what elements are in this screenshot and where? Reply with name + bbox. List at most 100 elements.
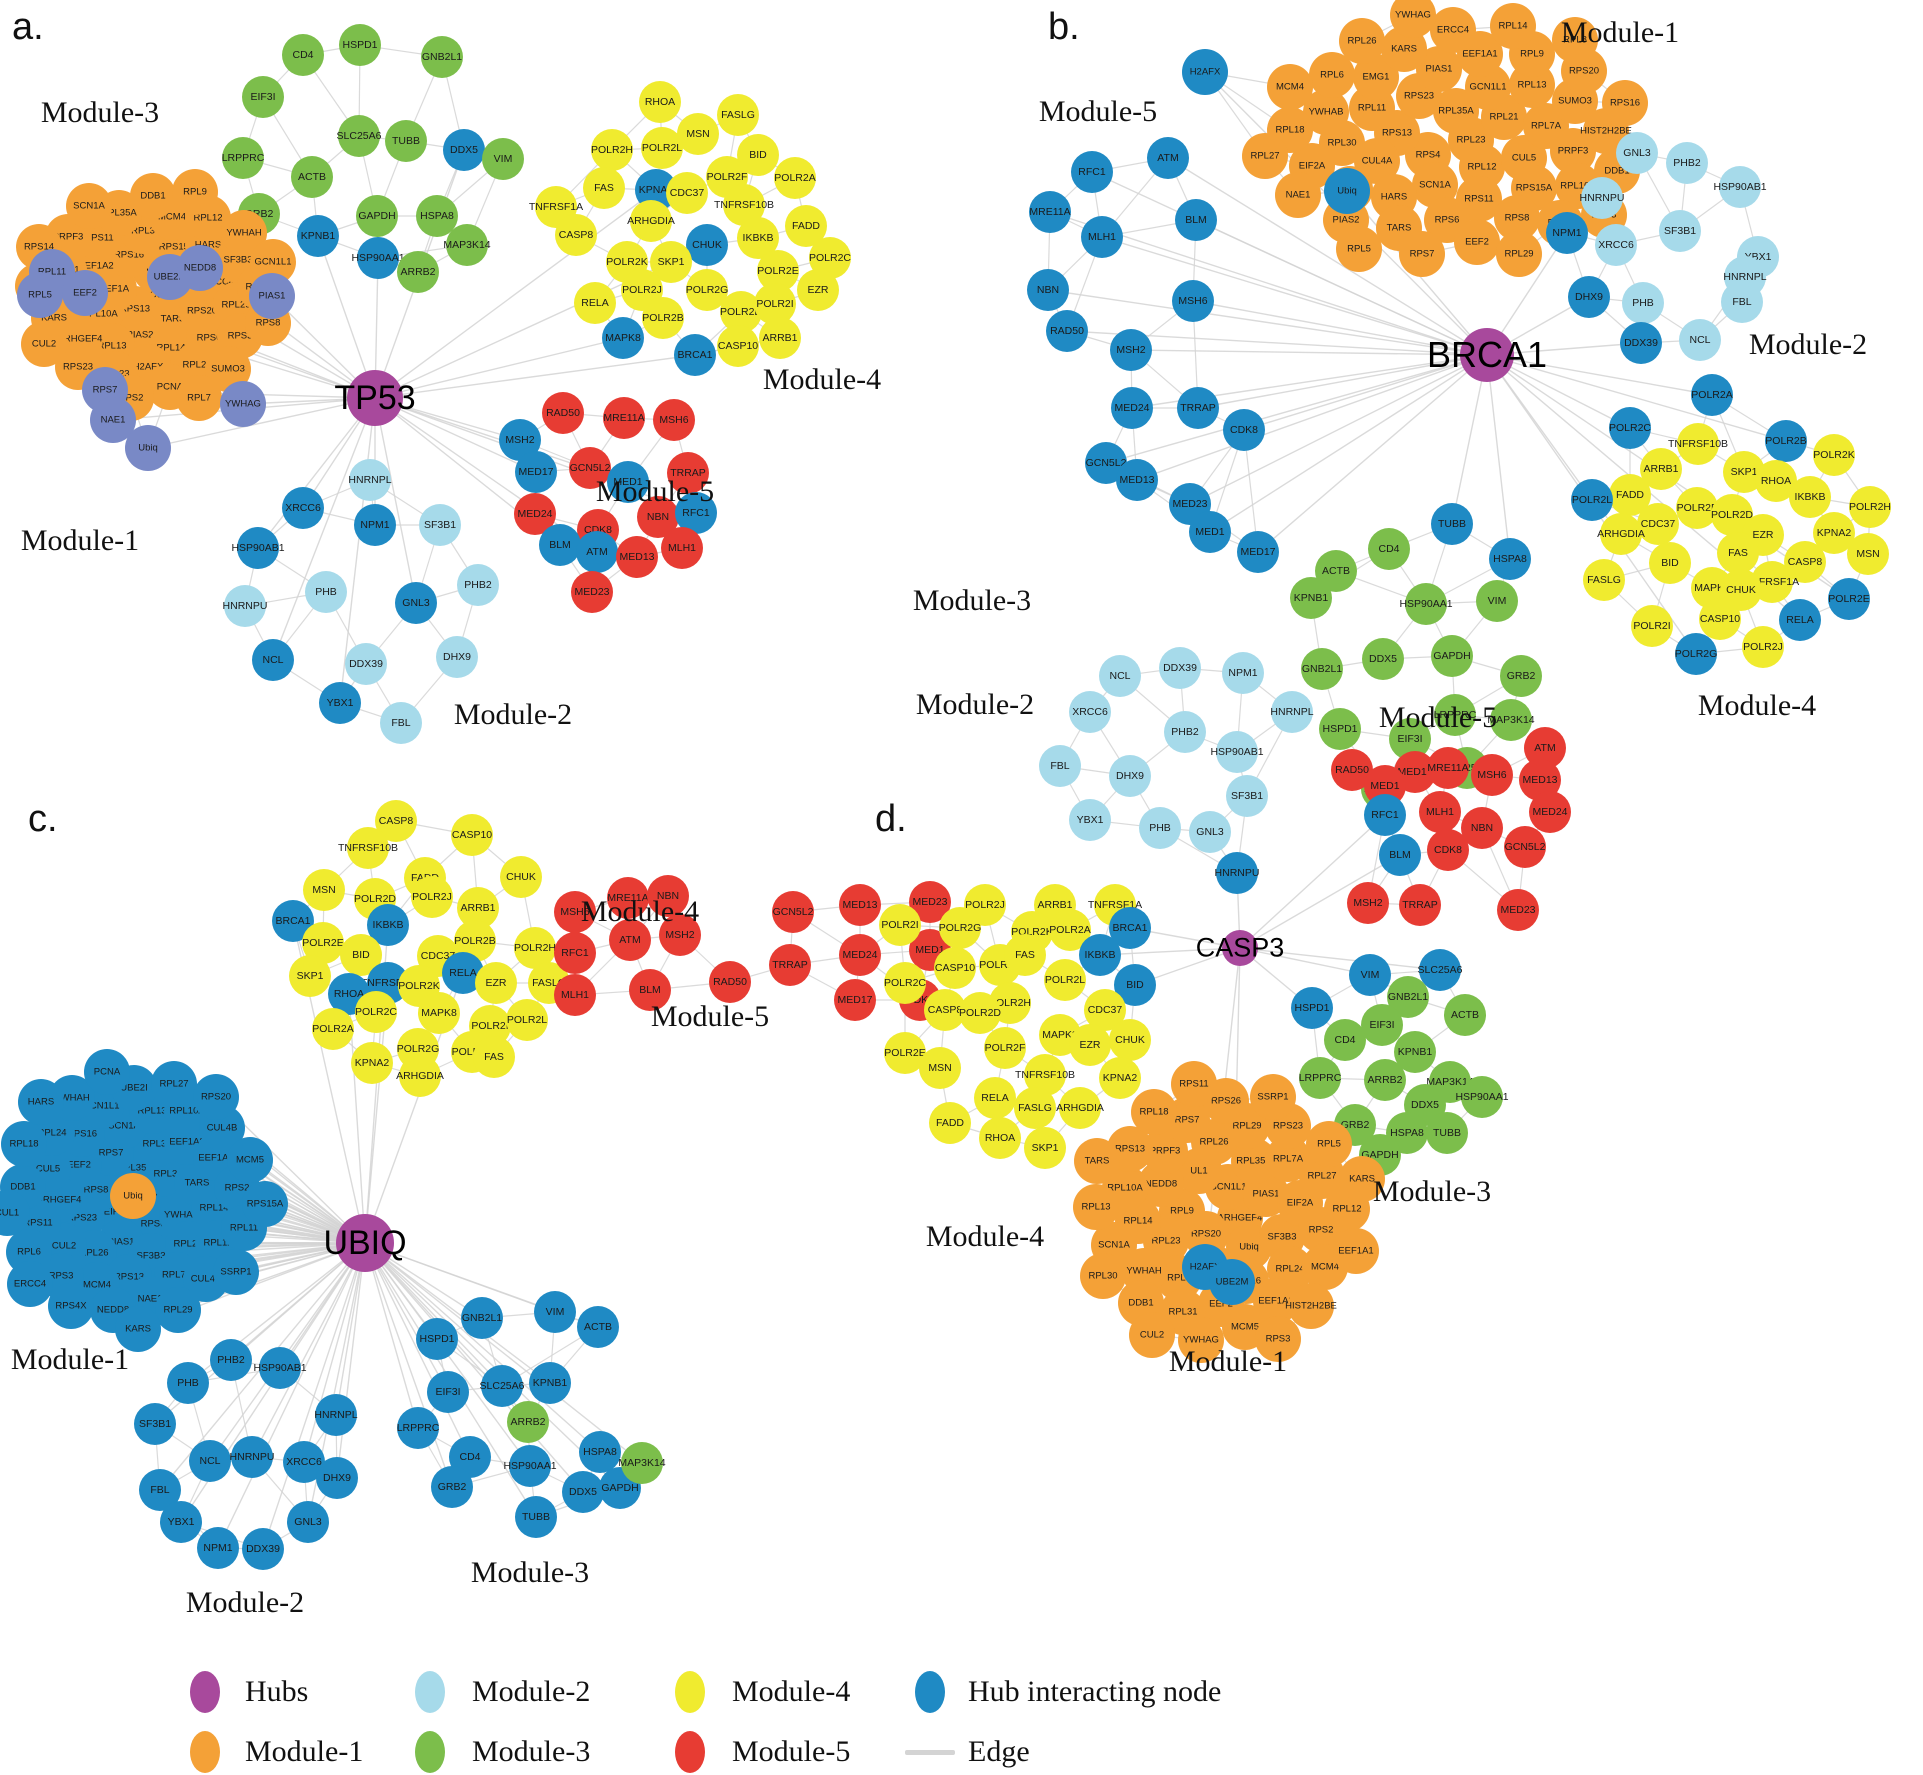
gene-node-nbn: NBN <box>647 875 689 917</box>
gene-node-ikbkb: IKBKB <box>1079 934 1121 976</box>
gene-node-kpnb1: KPNB1 <box>1394 1031 1436 1073</box>
gene-label: HNRNPL <box>1723 270 1767 283</box>
gene-label: ATM <box>1157 151 1179 164</box>
gene-label: POLR2L <box>1571 493 1613 506</box>
gene-node-sf3b1: SF3B1 <box>1659 210 1701 252</box>
module-label-module-2: Module-2 <box>1748 328 1868 361</box>
gene-label: POLR2G <box>396 1042 440 1055</box>
gene-label: KPNA2 <box>354 1056 390 1069</box>
gene-label: RPS8 <box>255 317 281 329</box>
gene-label: HIST2H2BE <box>1285 1300 1337 1312</box>
gene-node-hnrnpl: HNRNPL <box>1270 691 1314 733</box>
gene-node-polr2i: POLR2I <box>879 904 921 946</box>
gene-node-lrpprc: LRPPRC <box>1434 694 1476 736</box>
gene-label: EEF1A1 <box>1338 1245 1374 1257</box>
gene-node-hars: HARS <box>18 1079 64 1125</box>
gene-node-rpl27: RPL27 <box>1242 133 1288 179</box>
gene-node-slc25a6: SLC25A6 <box>337 115 381 157</box>
gene-label: RPL13 <box>1517 79 1547 91</box>
gene-label: RPL14 <box>1498 20 1528 32</box>
gene-label: TNFRSF1A <box>360 976 416 989</box>
gene-label: POLR2J <box>965 898 1005 911</box>
gene-label: HSPA8 <box>1493 552 1527 565</box>
gene-node-rps3: RPS3 <box>1255 1316 1301 1362</box>
gene-node-hspa8: HSPA8 <box>579 1431 621 1473</box>
gene-node-npm1: NPM1 <box>354 504 396 546</box>
gene-label: RPL9 <box>183 186 207 198</box>
hub-label: BRCA1 <box>1426 334 1548 375</box>
gene-node-sf3b1: SF3B1 <box>134 1403 176 1445</box>
gene-label: CUL1 <box>0 1207 20 1219</box>
gene-label: TUBB <box>521 1510 551 1523</box>
gene-node-fas: FAS <box>583 167 625 209</box>
gene-label: RPL12 <box>1467 161 1497 173</box>
gene-node-bid: BID <box>1649 542 1691 584</box>
gene-node-rhoa: RHOA <box>639 81 681 123</box>
gene-label: YWHAG <box>164 1209 200 1221</box>
gene-node-ddx5: DDX5 <box>443 129 485 171</box>
gene-label: UBE2M <box>153 271 187 283</box>
gene-label: DHX9 <box>1574 290 1604 303</box>
legend-label-module-1: Module-1 <box>245 1735 364 1768</box>
gene-label: SCN1A <box>108 1120 140 1132</box>
panel-letter: b. <box>1048 6 1080 48</box>
gene-label: IKBKB <box>1084 948 1116 961</box>
gene-label: ACTB <box>1450 1008 1480 1021</box>
gene-label: RPL8 <box>1563 34 1587 46</box>
gene-label: CDC37 <box>669 186 705 199</box>
gene-label: PRPF3 <box>1149 1145 1181 1157</box>
gene-label: TUBB <box>1432 1126 1462 1139</box>
gene-node-med17: MED17 <box>515 451 557 493</box>
gene-node-ssrp1: SSRP1 <box>1250 1074 1296 1120</box>
gene-label: RPL10A <box>169 1105 205 1117</box>
gene-node-arrb2: ARRB2 <box>1364 1059 1406 1101</box>
gene-label: KPNB1 <box>1397 1045 1433 1058</box>
gene-label: RPL23 <box>1456 134 1486 146</box>
gene-label: GCN5L2 <box>1085 456 1127 469</box>
gene-label: KARS <box>125 1323 151 1335</box>
gene-label: DDB1 <box>140 190 166 202</box>
hub-node-ubiq: UBIQ <box>323 1214 407 1272</box>
gene-node-tnfrsf1a: TNFRSF1A <box>529 186 583 228</box>
gene-label: GNL3 <box>1196 825 1224 838</box>
gene-label: TNFRSF1A <box>1087 898 1143 911</box>
module-label-module-2: Module-2 <box>185 1586 305 1619</box>
gene-label: GCN1L1 <box>1209 1181 1247 1193</box>
gene-label: RPL21 <box>182 359 212 371</box>
gene-label: H2AFX <box>1189 1261 1221 1273</box>
gene-label: RPS16 <box>1609 97 1641 109</box>
gene-label: RPL10A <box>1560 180 1596 192</box>
gene-node-msh2: MSH2 <box>1110 329 1152 371</box>
gene-label: MSH2 <box>1353 896 1383 909</box>
module-label-module-4: Module-4 <box>762 363 882 396</box>
gene-label: RPS7 <box>1174 1114 1200 1126</box>
gene-label: TUBB <box>1437 517 1467 530</box>
gene-label: ARHGEF4 <box>57 333 103 345</box>
gene-label: POLR2I <box>881 918 919 931</box>
gene-node-polr2l: POLR2L <box>506 999 548 1041</box>
gene-node-polr2a: POLR2A <box>312 1008 354 1050</box>
gene-label: IKBKB <box>372 918 404 931</box>
gene-label: POLR2B <box>979 958 1021 971</box>
gene-label: MRE11A <box>603 411 645 424</box>
gene-label: MCM4 <box>158 211 186 223</box>
gene-node-cdk8: CDK8 <box>1427 829 1469 871</box>
gene-node-cd4: CD4 <box>1368 528 1410 570</box>
gene-node-polr2k: POLR2K <box>1813 434 1855 476</box>
gene-label: RPL11 <box>229 1222 259 1234</box>
gene-label: RELA <box>981 1091 1009 1104</box>
gene-label: PHB <box>315 585 337 598</box>
gene-node-fas: FAS <box>1004 934 1046 976</box>
gene-node-ywhag: YWHAG <box>1178 1317 1224 1363</box>
gene-node-gnl3: GNL3 <box>1616 132 1658 174</box>
gene-label: CHUK <box>692 238 722 251</box>
gene-node-ncl: NCL <box>252 639 294 681</box>
gene-node-ybx1: YBX1 <box>160 1501 202 1543</box>
gene-label: GAPDH <box>1433 649 1471 662</box>
gene-label: NBN <box>656 889 680 902</box>
gene-label: YBX1 <box>326 696 354 709</box>
gene-node-pias1: PIAS1 <box>249 273 295 319</box>
gene-label: DDB1 <box>1604 165 1630 177</box>
gene-label: KPNB1 <box>300 229 336 242</box>
gene-node-med17: MED17 <box>1237 531 1279 573</box>
